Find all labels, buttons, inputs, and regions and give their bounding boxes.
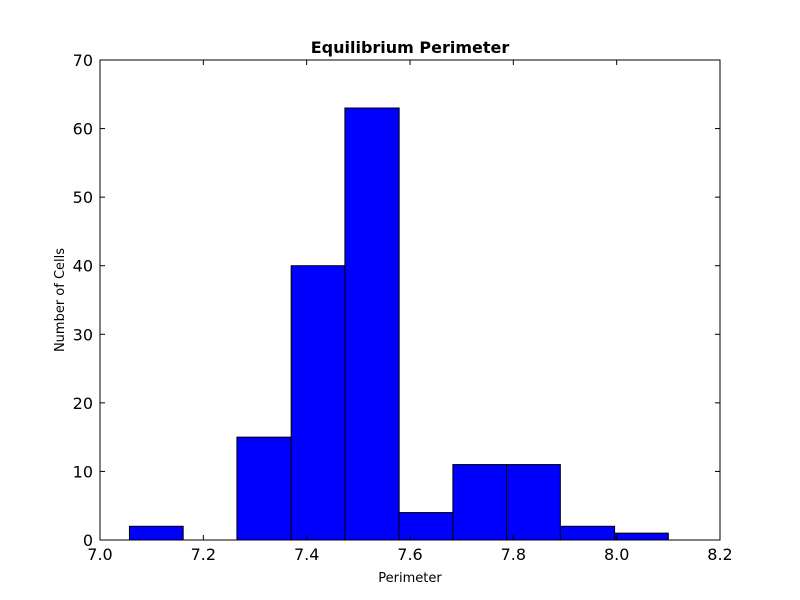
x-tick-label: 8.0 bbox=[604, 545, 629, 564]
y-tick-label: 0 bbox=[83, 531, 93, 550]
x-tick-label: 7.8 bbox=[501, 545, 526, 564]
x-tick-label: 8.2 bbox=[707, 545, 732, 564]
y-axis-label: Number of Cells bbox=[53, 248, 68, 352]
y-tick-label: 10 bbox=[73, 462, 93, 481]
x-tick-label: 7.4 bbox=[294, 545, 319, 564]
histogram-bar bbox=[452, 464, 508, 541]
histogram-bar bbox=[398, 512, 454, 541]
ticks-layer: 7.0 7.2 7.4 7.6 7.8 8.0 8.2 0 10 20 30 40 50 60 70 bbox=[73, 51, 733, 564]
x-tick-label: 7.2 bbox=[191, 545, 216, 564]
y-tick-label: 70 bbox=[73, 51, 93, 70]
plot-frame bbox=[99, 59, 721, 541]
histogram-bar bbox=[614, 532, 669, 541]
y-tick-label: 30 bbox=[73, 325, 93, 344]
histogram-bar bbox=[290, 265, 346, 541]
x-tick-label: 7.0 bbox=[87, 545, 112, 564]
y-tick-label: 40 bbox=[73, 257, 93, 276]
bars-layer bbox=[128, 107, 669, 541]
histogram-bar bbox=[128, 525, 184, 541]
x-axis-label: Perimeter bbox=[378, 571, 442, 586]
y-tick-label: 60 bbox=[73, 120, 93, 139]
y-tick-label: 50 bbox=[73, 188, 93, 207]
y-tick-label: 20 bbox=[73, 394, 93, 413]
histogram-bar bbox=[506, 464, 561, 541]
x-tick-label: 7.6 bbox=[397, 545, 422, 564]
histogram-bar bbox=[559, 525, 616, 541]
chart-title: Equilibrium Perimeter bbox=[311, 38, 510, 57]
histogram-bar bbox=[344, 107, 400, 541]
histogram-bar bbox=[236, 436, 292, 541]
